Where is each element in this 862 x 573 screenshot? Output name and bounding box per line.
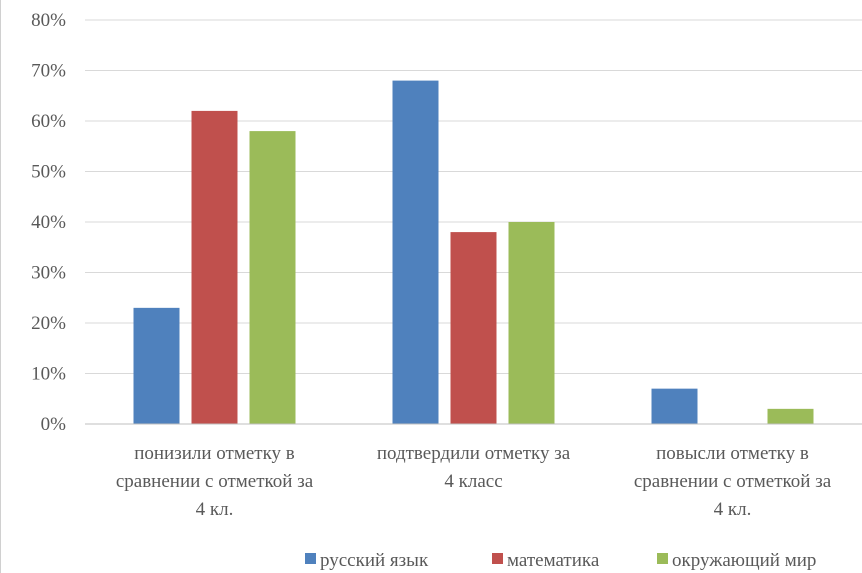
- y-tick-label: 60%: [31, 111, 66, 132]
- bar: [767, 408, 814, 424]
- y-tick-label: 50%: [31, 162, 66, 183]
- bars: [133, 80, 814, 425]
- bar: [508, 222, 555, 424]
- bar: [133, 307, 180, 424]
- legend-swatch: [305, 553, 316, 564]
- y-tick-label: 10%: [31, 364, 66, 385]
- y-tick-label: 20%: [31, 313, 66, 334]
- y-tick-label: 80%: [31, 10, 66, 31]
- bar: [249, 131, 296, 424]
- legend-label: окружающий мир: [672, 550, 816, 571]
- x-category-label: 4 кл.: [714, 499, 752, 520]
- chart-border: [0, 0, 1, 573]
- legend-swatch: [657, 553, 668, 564]
- legend-label: математика: [507, 550, 600, 571]
- bar: [651, 388, 698, 424]
- y-tick-label: 30%: [31, 263, 66, 284]
- x-category-label: подтвердили отметку за: [377, 443, 571, 464]
- x-category-label: сравнении с отметкой за: [634, 471, 832, 492]
- x-category-label: сравнении с отметкой за: [116, 471, 314, 492]
- x-category-label: 4 кл.: [196, 499, 234, 520]
- y-tick-label: 0%: [41, 414, 67, 435]
- y-tick-label: 70%: [31, 61, 66, 82]
- x-category-label: повысли отметку в: [656, 443, 809, 464]
- bar: [191, 110, 238, 425]
- legend-label: русский язык: [320, 550, 429, 571]
- legend-swatch: [492, 553, 503, 564]
- bar: [392, 80, 439, 424]
- y-axis-ticks: 0% 10% 20% 30% 40% 50% 60% 70% 80%: [31, 10, 66, 435]
- x-axis-categories: понизили отметку в сравнении с отметкой з…: [116, 443, 832, 520]
- x-category-label: понизили отметку в: [134, 443, 295, 464]
- legend: русский язык математика окружающий мир: [305, 550, 816, 571]
- bar: [450, 232, 497, 424]
- x-category-label: 4 класс: [444, 471, 502, 492]
- y-tick-label: 40%: [31, 212, 66, 233]
